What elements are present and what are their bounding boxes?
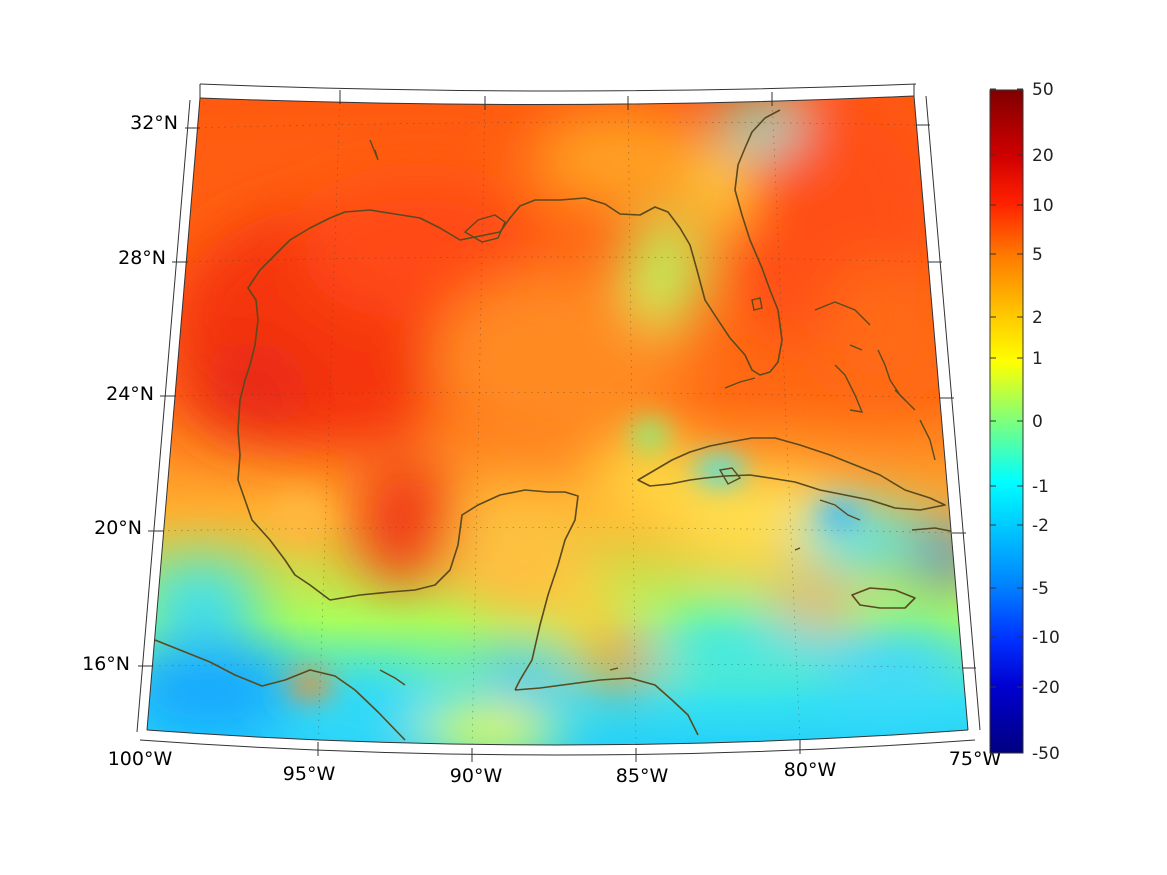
colorbar-tick-label: -10 [1032, 628, 1060, 648]
lon-label-75w: 75°W [949, 748, 1002, 770]
lat-label-20n: 20°N [94, 517, 142, 539]
lon-label-95w: 95°W [283, 763, 336, 785]
colorbar-tick-label: 0 [1032, 412, 1043, 432]
map-frame [136, 83, 981, 762]
lon-label-85w: 85°W [616, 765, 669, 787]
lat-label-24n: 24°N [106, 383, 154, 405]
lat-label-16n: 16°N [82, 653, 130, 675]
lon-label-80w: 80°W [784, 759, 837, 781]
colorbar-tick-label: -5 [1032, 579, 1049, 599]
colorbar-tick-label: -20 [1032, 678, 1060, 698]
colorbar-tick-label: -50 [1032, 744, 1060, 764]
longitude-labels: 100°W 95°W 90°W 85°W 80°W 75°W [108, 748, 1002, 787]
colorbar-tick-label: 5 [1032, 245, 1043, 265]
colorbar-tick-label: 2 [1032, 308, 1043, 328]
lon-label-90w: 90°W [450, 765, 503, 787]
colorbar-tick-label: 50 [1032, 80, 1054, 100]
colorbar-tick-label: 10 [1032, 196, 1054, 216]
colorbar-tick-label: -1 [1032, 477, 1049, 497]
graticule [147, 96, 966, 745]
colorbar-ticks [990, 88, 1023, 754]
colorbar-tick-label: -2 [1032, 516, 1049, 536]
colorbar-tick-label: 20 [1032, 146, 1054, 166]
lat-label-32n: 32°N [130, 112, 178, 134]
heatmap-field [147, 96, 968, 745]
lon-label-100w: 100°W [108, 748, 173, 770]
latitude-labels: 32°N 28°N 24°N 20°N 16°N [82, 112, 178, 675]
colorbar-tick-label: 1 [1032, 349, 1043, 369]
lat-label-28n: 28°N [118, 247, 166, 269]
